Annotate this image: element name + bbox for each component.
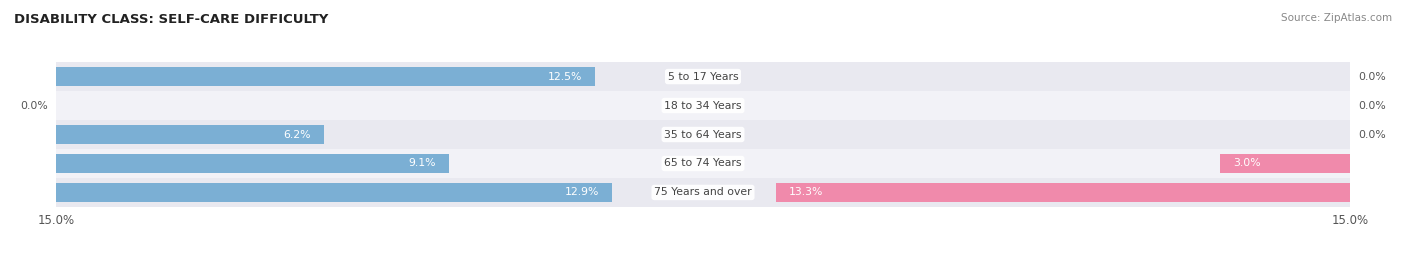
Bar	[56, 120, 1350, 149]
Text: 13.3%: 13.3%	[789, 187, 824, 197]
Bar	[56, 149, 1350, 178]
Text: 0.0%: 0.0%	[1358, 72, 1386, 82]
Text: 0.0%: 0.0%	[1358, 129, 1386, 140]
Text: 6.2%: 6.2%	[283, 129, 311, 140]
Bar	[56, 125, 323, 144]
Bar	[56, 154, 449, 173]
Text: 75 Years and over: 75 Years and over	[654, 187, 752, 197]
Text: 65 to 74 Years: 65 to 74 Years	[664, 158, 742, 168]
Text: Source: ZipAtlas.com: Source: ZipAtlas.com	[1281, 13, 1392, 23]
Text: DISABILITY CLASS: SELF-CARE DIFFICULTY: DISABILITY CLASS: SELF-CARE DIFFICULTY	[14, 13, 329, 26]
Bar	[56, 183, 613, 202]
Bar	[776, 183, 1350, 202]
Text: 5 to 17 Years: 5 to 17 Years	[668, 72, 738, 82]
Text: 18 to 34 Years: 18 to 34 Years	[664, 101, 742, 111]
Text: 3.0%: 3.0%	[1233, 158, 1261, 168]
Text: 12.5%: 12.5%	[548, 72, 582, 82]
Bar	[1220, 154, 1350, 173]
Legend: Male, Female: Male, Female	[633, 264, 773, 269]
Bar	[56, 91, 1350, 120]
Bar	[56, 67, 595, 86]
Bar	[56, 178, 1350, 207]
Bar	[56, 62, 1350, 91]
Text: 0.0%: 0.0%	[20, 101, 48, 111]
Text: 12.9%: 12.9%	[565, 187, 599, 197]
Text: 0.0%: 0.0%	[1358, 101, 1386, 111]
Text: 9.1%: 9.1%	[408, 158, 436, 168]
Text: 35 to 64 Years: 35 to 64 Years	[664, 129, 742, 140]
